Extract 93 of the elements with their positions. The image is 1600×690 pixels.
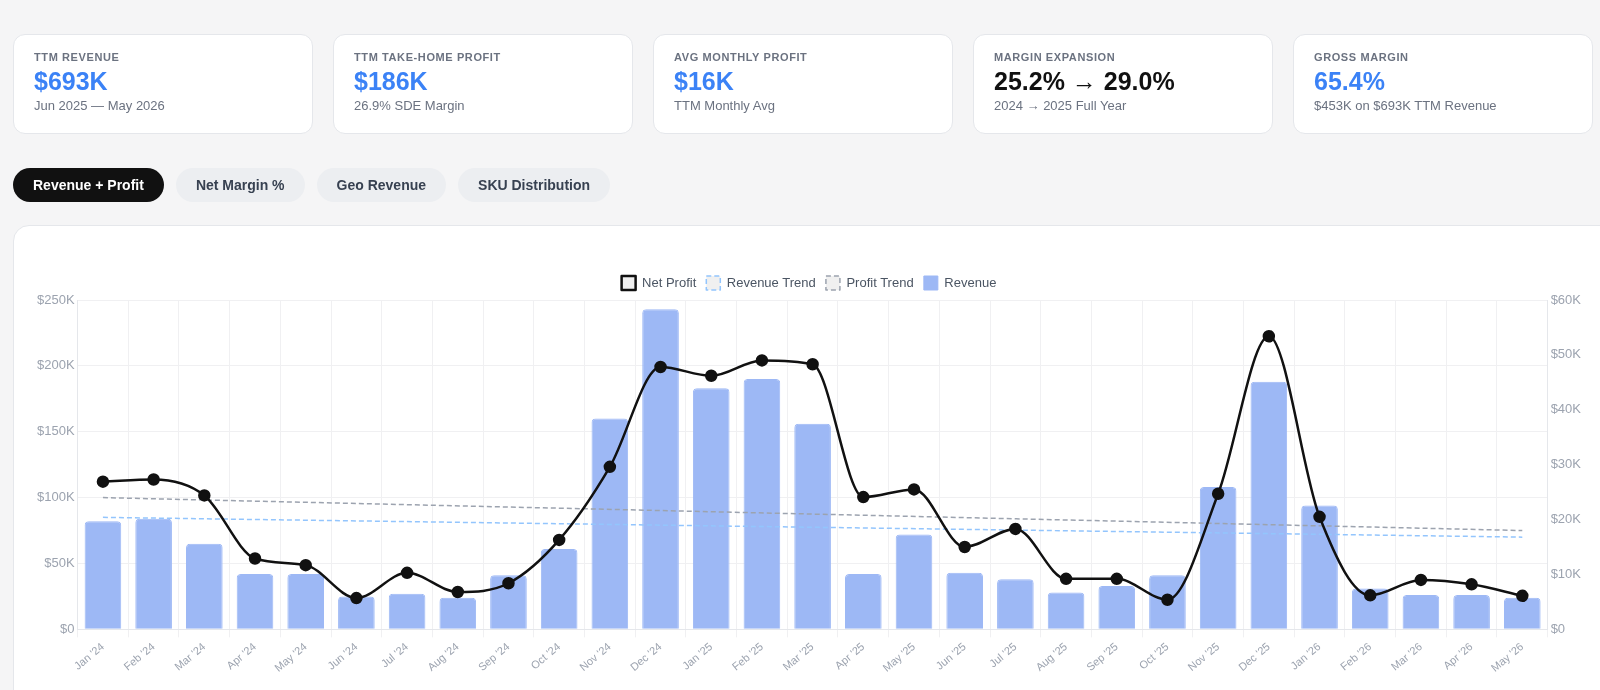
- legend-label: Profit Trend: [846, 274, 914, 290]
- point: [147, 473, 160, 486]
- text: Revenue + Profit: [13, 168, 164, 202]
- text: Geo Revenue: [316, 168, 447, 202]
- y2-tick-label: $20K: [1550, 511, 1582, 527]
- text: 26.9% SDE Margin: [354, 98, 466, 113]
- text: 65.4%: [1314, 67, 1386, 96]
- x-tick-label: Nov '25: [1185, 640, 1222, 673]
- text: $693K: [34, 67, 109, 96]
- point: [1110, 572, 1124, 586]
- x-tick-label: May '25: [880, 640, 918, 674]
- x-tick-label: Jan '26: [1288, 640, 1323, 672]
- text: 2024 → 2025 Full Year: [994, 98, 1128, 113]
- x-tick-label: Apr '26: [1440, 640, 1475, 672]
- x-tick-label: Aug '24: [425, 640, 462, 673]
- y-tick-label: $200K: [37, 357, 75, 373]
- point: [552, 533, 566, 547]
- x-tick-label: Oct '24: [528, 640, 563, 672]
- y-tick-label: $50K: [44, 555, 75, 571]
- y2-tick-label: $50K: [1550, 346, 1582, 362]
- x-tick-label: Sep '24: [475, 640, 512, 673]
- legend-label: Revenue: [944, 274, 997, 290]
- x-tick-label: Feb '26: [1337, 640, 1374, 673]
- point: [248, 552, 262, 565]
- x-tick-label: Mar '26: [1388, 640, 1425, 673]
- text: AVG MONTHLY PROFIT: [674, 51, 809, 63]
- x-tick-label: Feb '24: [121, 640, 157, 673]
- y2-tick-label: $40K: [1550, 401, 1582, 417]
- x-tick-label: Feb '25: [729, 640, 766, 673]
- text: TTM Monthly Avg: [674, 98, 776, 113]
- legend-label: Revenue Trend: [726, 274, 816, 290]
- point: [1262, 329, 1276, 343]
- x-tick-label: Jan '24: [71, 640, 107, 672]
- point: [857, 490, 870, 504]
- point: [1009, 522, 1022, 536]
- x-tick-label: Jan '25: [679, 640, 715, 672]
- y2-tick-label: $10K: [1550, 566, 1582, 582]
- text: TTM TAKE-HOME PROFIT: [354, 51, 502, 63]
- text: $16K: [674, 67, 735, 96]
- point: [755, 354, 769, 367]
- y2-tick-label: $30K: [1550, 456, 1582, 472]
- point: [1313, 510, 1326, 524]
- text: SKU Distribution: [458, 168, 611, 202]
- x-tick-label: Mar '25: [780, 640, 816, 673]
- point: [806, 357, 819, 371]
- point: [1211, 487, 1225, 501]
- x-tick-label: Jul '25: [986, 640, 1019, 670]
- point: [1516, 589, 1529, 603]
- x-tick-label: Jul '24: [378, 640, 411, 670]
- x-tick-label: Apr '24: [224, 640, 259, 672]
- x-tick-label: Jun '24: [325, 640, 360, 672]
- x-tick-label: Jun '25: [933, 640, 968, 672]
- x-tick-label: Dec '24: [627, 640, 664, 673]
- point: [1363, 589, 1377, 602]
- x-tick-label: Oct '25: [1136, 640, 1171, 672]
- point: [1414, 573, 1428, 587]
- y-tick-label: $100K: [37, 489, 75, 505]
- x-tick-label: May '24: [272, 640, 309, 674]
- x-tick-label: May '26: [1488, 640, 1526, 674]
- legend-label: Net Profit: [642, 274, 697, 290]
- x-tick-label: Apr '25: [832, 640, 867, 672]
- point: [400, 566, 414, 580]
- point: [96, 475, 110, 488]
- point: [603, 460, 617, 474]
- y-tick-label: $150K: [37, 423, 75, 439]
- x-tick-label: Dec '25: [1236, 640, 1273, 673]
- x-tick-label: Sep '25: [1084, 640, 1120, 673]
- text: Jun 2025 — May 2026: [34, 98, 166, 113]
- text: Net Margin %: [175, 168, 305, 202]
- text: MARGIN EXPANSION: [994, 51, 1117, 63]
- y2-tick-label: $0: [1550, 620, 1566, 636]
- text: 25.2% → 29.0%: [994, 67, 1176, 96]
- point: [198, 489, 211, 502]
- y-tick-label: $250K: [37, 291, 75, 307]
- x-tick-label: Aug '25: [1033, 640, 1070, 673]
- point: [1059, 572, 1073, 586]
- point: [704, 369, 718, 382]
- y-tick-label: $0: [60, 620, 75, 636]
- text: $453K on $693K TTM Revenue: [1314, 98, 1498, 113]
- point: [654, 360, 667, 374]
- x-tick-label: Mar '24: [172, 640, 208, 673]
- x-tick-label: Nov '24: [577, 640, 614, 673]
- text: $186K: [354, 67, 429, 96]
- point: [958, 540, 971, 554]
- text: TTM REVENUE: [34, 51, 121, 63]
- point: [1465, 578, 1478, 591]
- point: [299, 558, 312, 572]
- y2-tick-label: $60K: [1550, 291, 1582, 307]
- text: GROSS MARGIN: [1314, 51, 1410, 63]
- point: [502, 576, 515, 590]
- point: [451, 585, 465, 599]
- point: [1161, 593, 1174, 606]
- point: [907, 483, 921, 496]
